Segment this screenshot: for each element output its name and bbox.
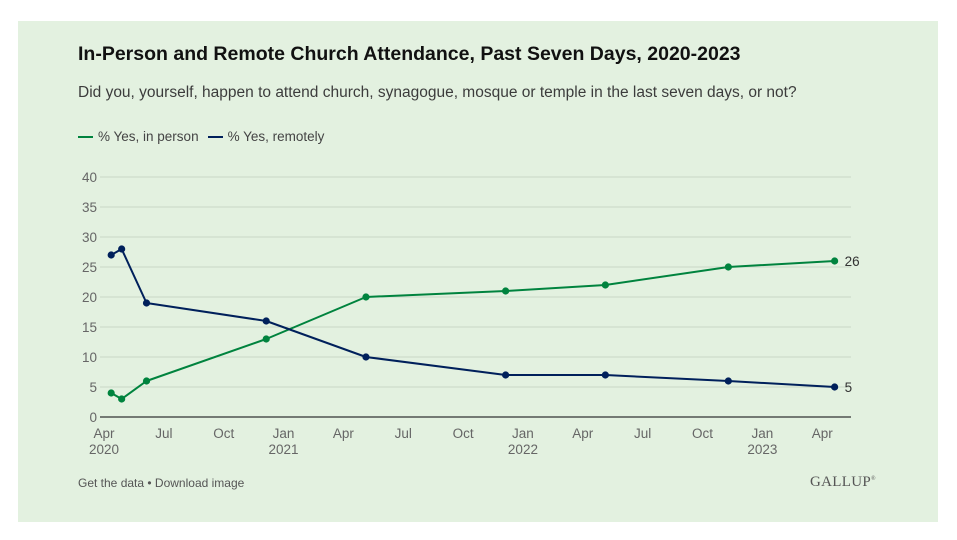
data-point-remotely-5 (502, 371, 510, 379)
get-data-link[interactable]: Get the data (78, 476, 145, 490)
chart-subtitle: Did you, yourself, happen to attend chur… (78, 84, 797, 101)
legend-label-in-person: % Yes, in person (98, 129, 199, 144)
end-label-in-person: 26 (845, 254, 860, 269)
y-tick-label-40: 40 (82, 170, 97, 185)
data-point-remotely-8 (831, 383, 839, 391)
data-point-in-person-3 (262, 335, 270, 343)
data-point-remotely-2 (142, 299, 151, 307)
y-tick-label-15: 15 (82, 320, 97, 335)
x-tick-label-12: Apr (812, 426, 834, 441)
x-tick-label-6: Oct (453, 426, 474, 441)
x-tick-year-2022: 2022 (508, 442, 538, 457)
x-tick-label-9: Jul (634, 426, 651, 441)
data-point-remotely-7 (724, 377, 732, 385)
x-tick-label-11: Jan (751, 426, 773, 441)
legend-label-remotely: % Yes, remotely (227, 129, 325, 144)
data-point-remotely-0 (107, 251, 115, 259)
gridlines (100, 176, 851, 388)
legend: % Yes, in person % Yes, remotely (78, 129, 333, 144)
x-tick-label-2: Oct (213, 426, 234, 441)
x-tick-year-2020: 2020 (89, 442, 119, 457)
x-tick-label-4: Apr (333, 426, 355, 441)
footer-links: Get the data • Download image (78, 476, 244, 490)
data-point-in-person-8 (831, 257, 839, 265)
data-point-in-person-4 (362, 293, 370, 301)
data-point-remotely-6 (601, 371, 609, 379)
legend-item-in-person[interactable]: % Yes, in person (78, 129, 199, 144)
data-point-in-person-6 (601, 281, 609, 289)
x-tick-label-8: Apr (572, 426, 594, 441)
x-tick-label-10: Oct (692, 426, 713, 441)
chart-card: In-Person and Remote Church Attendance, … (18, 21, 938, 522)
legend-item-remotely[interactable]: % Yes, remotely (207, 129, 325, 144)
data-point-in-person-7 (724, 263, 732, 271)
data-point-remotely-4 (362, 353, 370, 361)
gallup-logo-text: GALLUP (810, 474, 871, 490)
series-group: 26 5 (107, 245, 860, 403)
y-axis-ticks: 0 5 10 15 20 25 30 35 40 (82, 170, 97, 425)
y-tick-label-20: 20 (82, 290, 97, 305)
registered-mark: ® (870, 476, 876, 482)
y-tick-label-0: 0 (89, 410, 97, 425)
data-point-in-person-0 (107, 389, 115, 397)
download-image-link[interactable]: Download image (154, 476, 245, 490)
y-tick-label-5: 5 (89, 380, 97, 395)
x-tick-year-2021: 2021 (269, 442, 299, 457)
y-tick-label-10: 10 (82, 350, 97, 365)
gallup-logo: GALLUP® (810, 474, 876, 491)
y-tick-label-35: 35 (82, 200, 97, 215)
data-point-in-person-5 (502, 287, 510, 295)
x-tick-label-1: Jul (155, 426, 172, 441)
legend-swatch-remotely (207, 135, 223, 138)
x-tick-label-5: Jul (395, 426, 412, 441)
end-label-remotely: 5 (845, 380, 853, 395)
x-tick-label-7: Jan (512, 426, 534, 441)
x-tick-year-2023: 2023 (747, 442, 777, 457)
x-tick-label-3: Jan (273, 426, 295, 441)
legend-swatch-in-person (78, 135, 93, 138)
x-tick-label-0: Apr (93, 426, 115, 441)
data-point-remotely-1 (118, 245, 126, 253)
data-point-in-person-1 (118, 395, 126, 403)
footer-separator: • (144, 476, 155, 490)
data-point-in-person-2 (142, 377, 151, 385)
chart-title: In-Person and Remote Church Attendance, … (78, 43, 741, 65)
y-tick-label-30: 30 (82, 230, 97, 245)
y-tick-label-25: 25 (82, 260, 97, 275)
data-point-remotely-3 (262, 317, 270, 325)
